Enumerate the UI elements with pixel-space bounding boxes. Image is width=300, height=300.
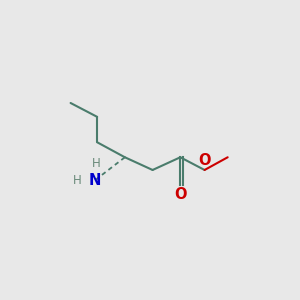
Text: H: H — [92, 157, 100, 169]
Text: H: H — [73, 174, 82, 187]
Text: O: O — [174, 187, 187, 202]
Text: N: N — [89, 173, 101, 188]
Text: O: O — [198, 153, 211, 168]
